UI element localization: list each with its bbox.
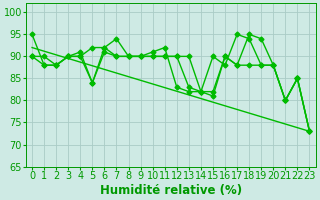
X-axis label: Humidité relative (%): Humidité relative (%) <box>100 184 242 197</box>
